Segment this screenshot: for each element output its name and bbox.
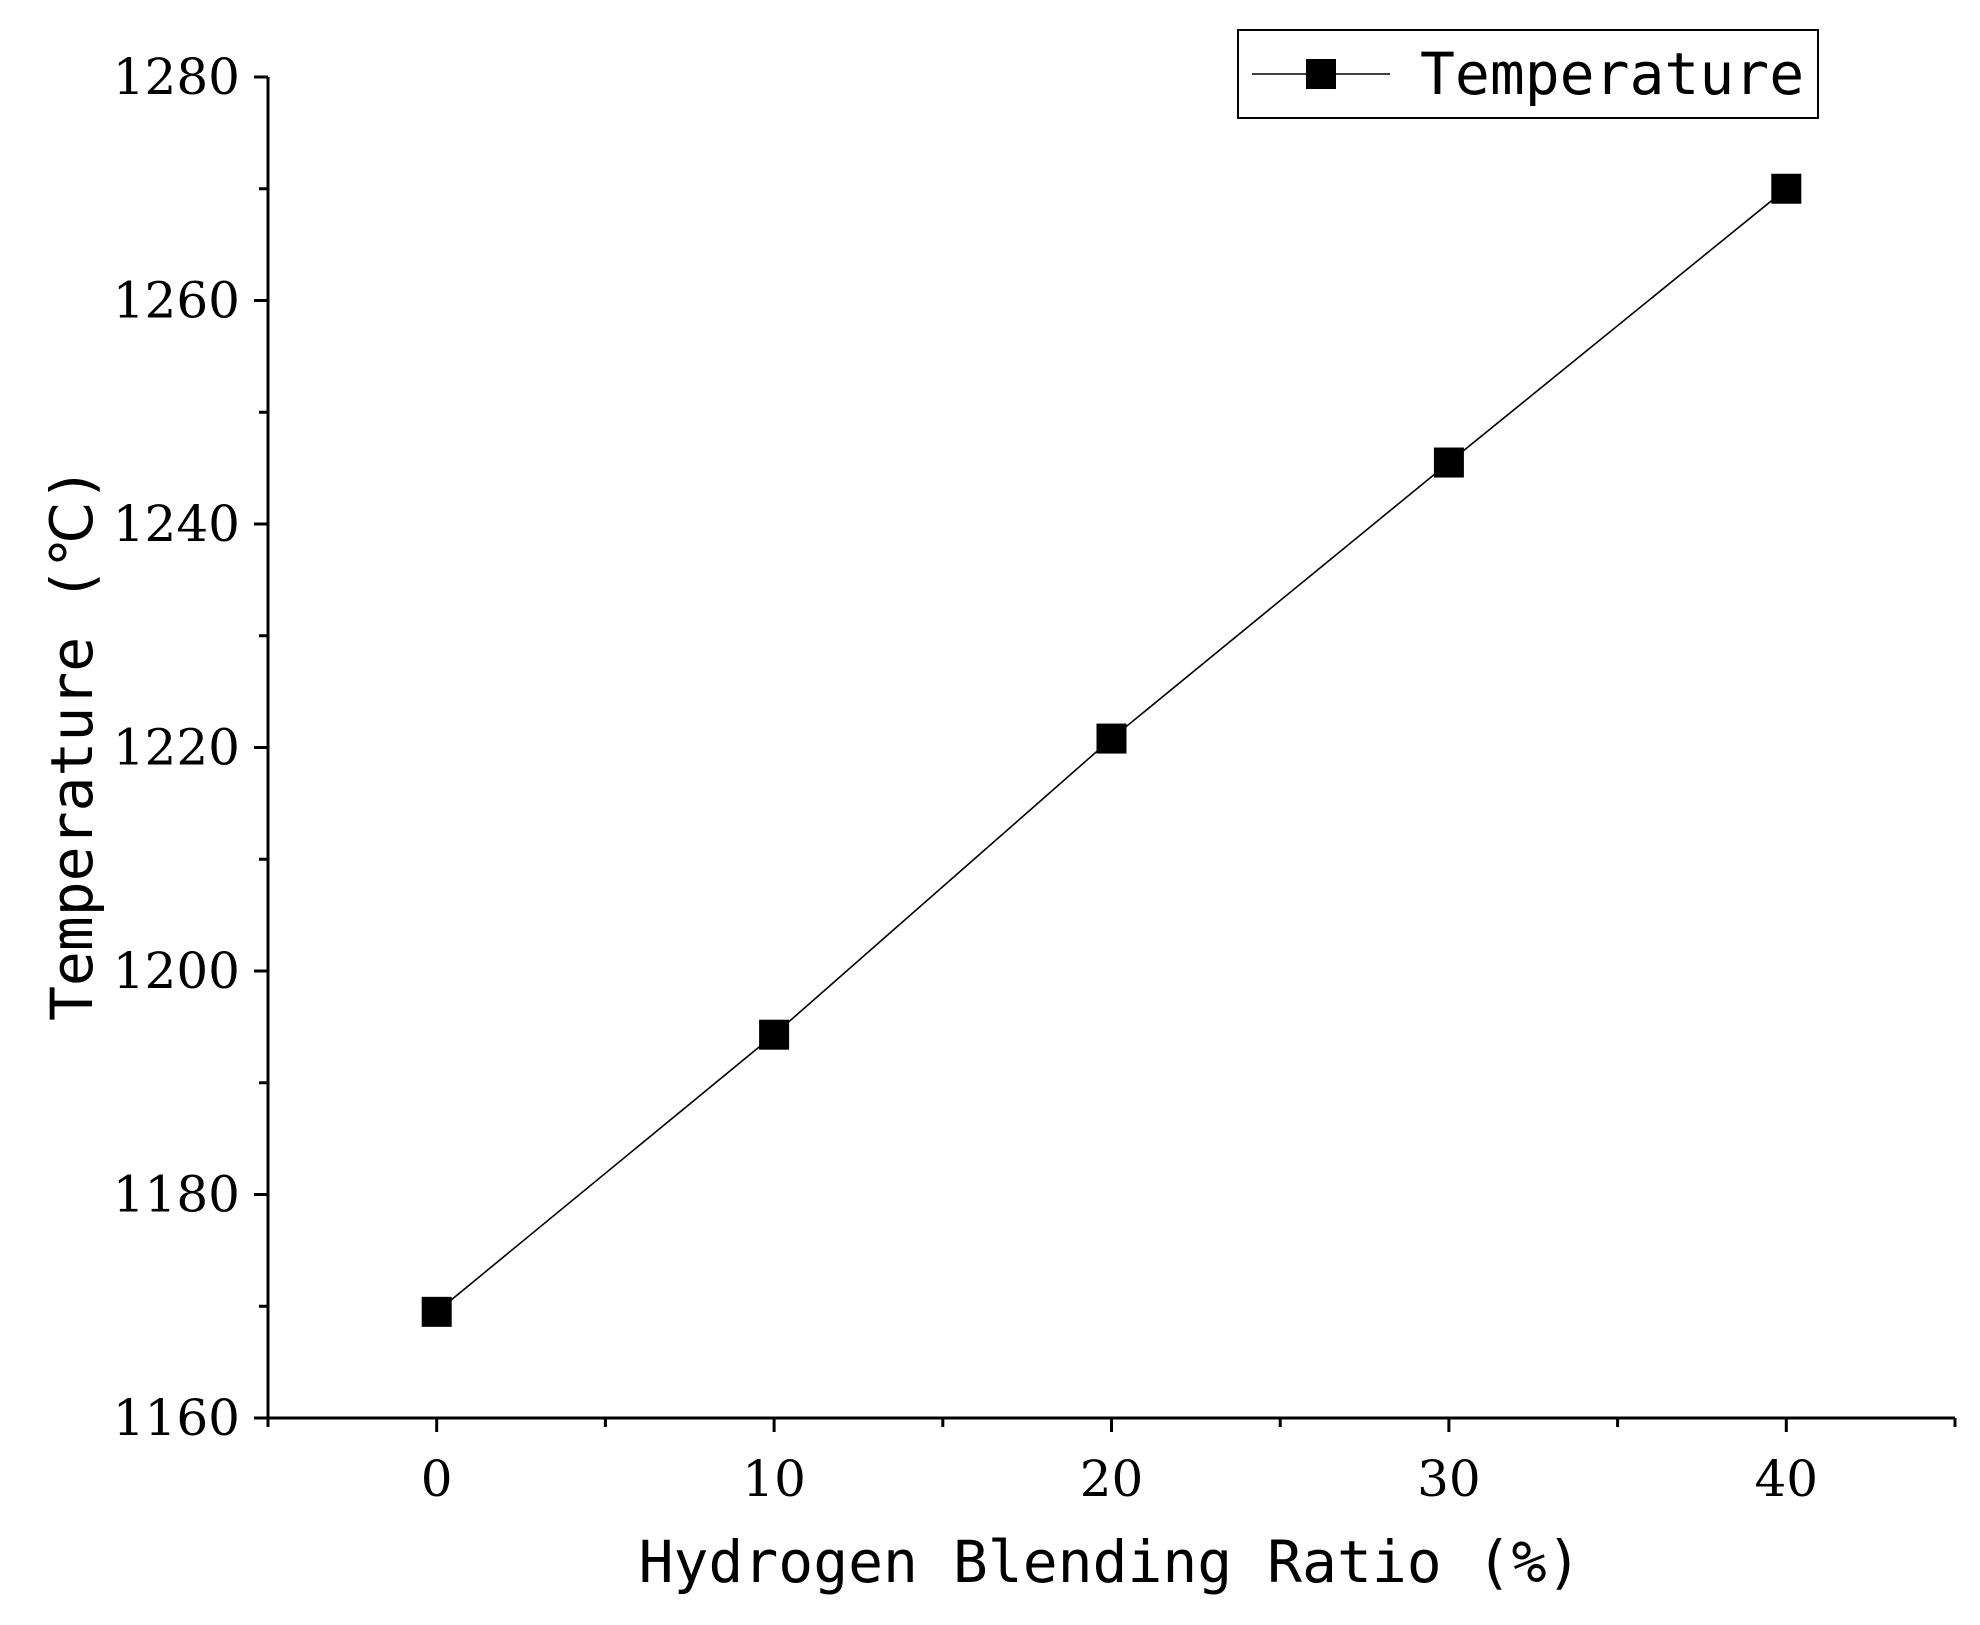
ticks: 0 10 20 30 40 1160 1180 1200 1220 1240 1260 1280 bbox=[113, 48, 1957, 1508]
legend: Temperature bbox=[1237, 29, 1819, 119]
y-tick-label-1220: 1220 bbox=[113, 719, 240, 777]
data-point-20 bbox=[1096, 723, 1127, 754]
legend-label: Temperature bbox=[1420, 40, 1804, 108]
y-tick-label-1200: 1200 bbox=[113, 942, 240, 1000]
data-point-30 bbox=[1433, 447, 1464, 478]
data-point-40 bbox=[1771, 173, 1802, 204]
data-point-10 bbox=[759, 1019, 790, 1050]
data-point-0 bbox=[421, 1296, 452, 1327]
y-tick-label-1160: 1160 bbox=[113, 1389, 240, 1447]
x-tick-label-10: 10 bbox=[742, 1450, 806, 1508]
x-tick-label-30: 30 bbox=[1417, 1450, 1481, 1508]
x-tick-label-40: 40 bbox=[1754, 1450, 1818, 1508]
y-tick-label-1180: 1180 bbox=[113, 1166, 240, 1224]
x-axis-title: Hydrogen Blending Ratio (%) bbox=[639, 1528, 1582, 1596]
y-tick-label-1260: 1260 bbox=[113, 272, 240, 330]
y-tick-label-1280: 1280 bbox=[113, 48, 240, 106]
legend-marker-square bbox=[1306, 59, 1336, 89]
x-tick-label-0: 0 bbox=[421, 1450, 453, 1508]
series-layer bbox=[421, 173, 1802, 1327]
y-tick-label-1240: 1240 bbox=[113, 495, 240, 553]
x-tick-label-20: 20 bbox=[1080, 1450, 1144, 1508]
y-axis-title: Temperature (℃) bbox=[38, 467, 106, 1021]
